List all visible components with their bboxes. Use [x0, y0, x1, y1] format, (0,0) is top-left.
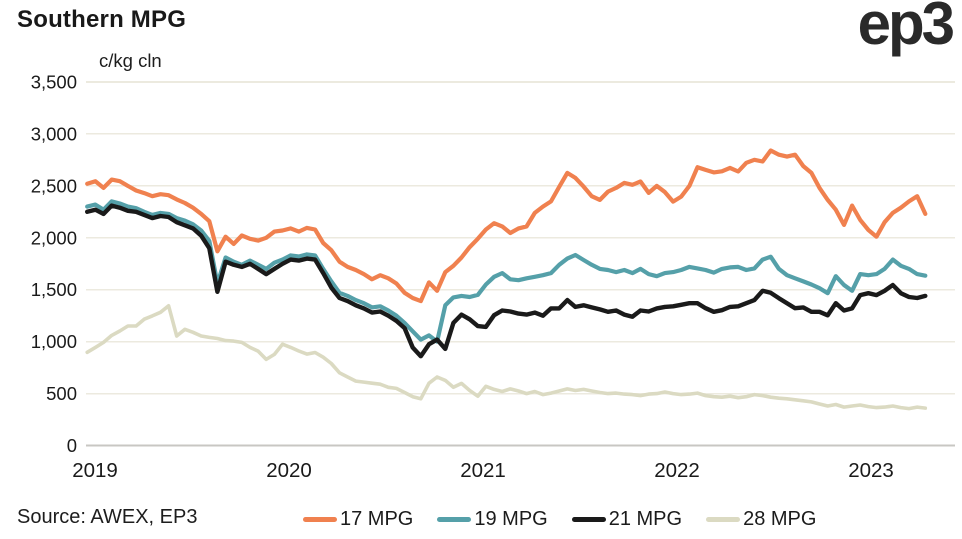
legend-swatch-17-mpg — [303, 516, 337, 522]
chart-footer: Source: AWEX, EP3 17 MPG 19 MPG 21 MPG 2… — [0, 503, 962, 535]
y-tick-label: 1,500 — [31, 279, 77, 300]
y-axis-unit-label: c/kg cln — [99, 50, 162, 71]
y-tick-label: 2,000 — [31, 227, 77, 248]
y-tick-label: 0 — [67, 435, 77, 456]
legend-label: 17 MPG — [340, 507, 414, 530]
legend-item-19-mpg: 19 MPG — [437, 507, 548, 531]
y-tick-label: 2,500 — [31, 175, 77, 196]
legend-item-21-mpg: 21 MPG — [571, 507, 683, 531]
x-tick-label: 2019 — [72, 459, 118, 482]
x-tick-label: 2021 — [460, 459, 506, 482]
source-note: Source: AWEX, EP3 — [17, 506, 198, 528]
legend-swatch-21-mpg — [571, 516, 606, 522]
y-tick-label: 500 — [46, 383, 77, 404]
legend-label: 19 MPG — [474, 507, 548, 530]
legend-item-17-mpg: 17 MPG — [303, 508, 413, 531]
x-tick-label: 2020 — [266, 459, 312, 482]
y-tick-label: 3,500 — [31, 72, 77, 93]
x-tick-label: 2022 — [654, 459, 700, 482]
page-title: Southern MPG — [17, 6, 187, 33]
ep3-logo: ep3 — [857, 0, 955, 57]
legend: 17 MPG 19 MPG 21 MPG 28 MPG — [303, 503, 816, 535]
series-line-21-mpg — [84, 203, 928, 359]
y-tick-label: 1,000 — [31, 331, 77, 352]
x-tick-label: 2023 — [848, 459, 894, 482]
legend-swatch-19-mpg — [437, 516, 472, 522]
legend-label: 21 MPG — [608, 507, 683, 530]
series-line-17-mpg — [85, 148, 928, 304]
legend-swatch-28-mpg — [706, 516, 741, 522]
y-tick-label: 3,000 — [31, 123, 77, 144]
legend-item-28-mpg: 28 MPG — [706, 508, 816, 531]
series-line-28-mpg — [85, 303, 928, 411]
series-line-19-mpg — [85, 199, 928, 344]
legend-label: 28 MPG — [743, 507, 817, 530]
